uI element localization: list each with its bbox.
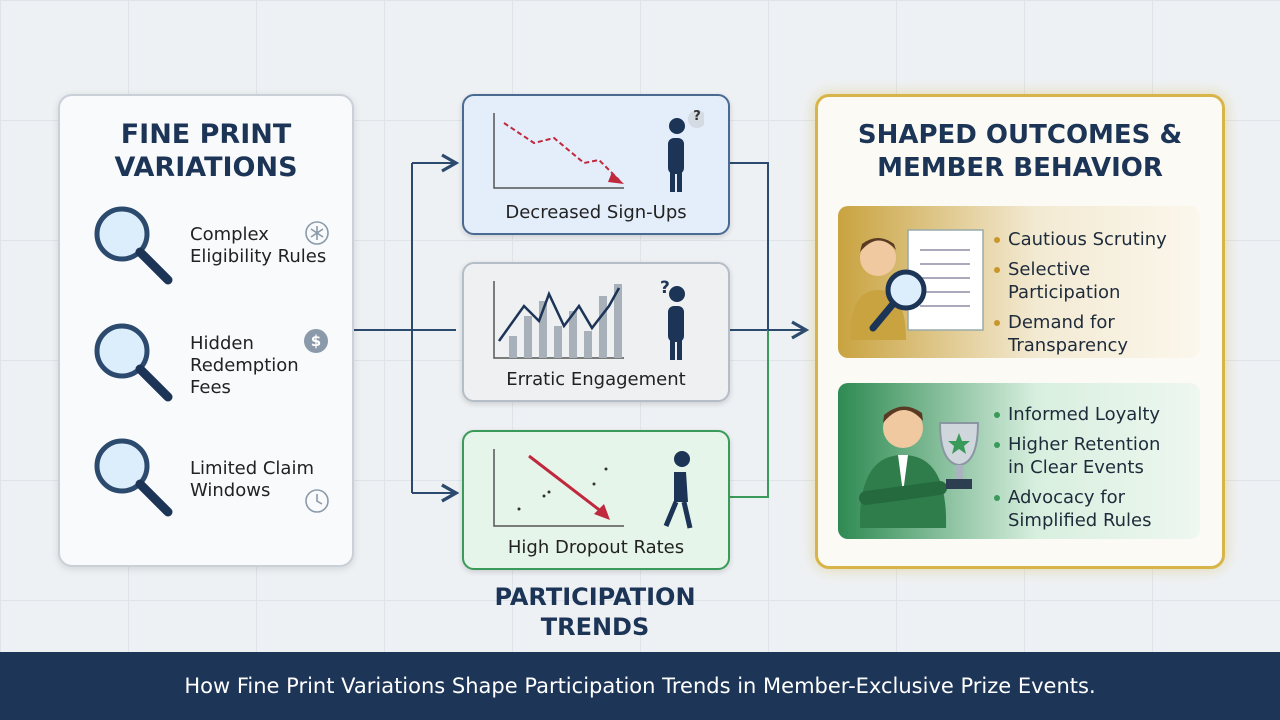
trend-card: ? Decreased Sign-Ups [462, 94, 730, 235]
card-label: Decreased Sign-Ups [505, 202, 687, 223]
clock-icon [305, 489, 329, 513]
item-label: Limited Claim Windows [190, 458, 314, 501]
bullet: Demand for Transparency [994, 311, 1148, 357]
dollar-icon: $ [304, 329, 328, 353]
scrutiny-illustration [850, 229, 984, 340]
outcome-box: Cautious Scrutiny Selective Participatio… [838, 206, 1200, 358]
bullet-list: Informed Loyalty Higher Retention in Cle… [994, 403, 1194, 539]
bullet: Selective Participation [994, 258, 1194, 304]
bullet: Informed Loyalty [994, 403, 1194, 426]
loyalty-illustration [859, 406, 980, 528]
card-illustration [493, 110, 704, 192]
bullet: Advocacy for Simplified Rules [994, 486, 1178, 532]
panel-title: FINE PRINT VARIATIONS [114, 119, 298, 183]
footer: How Fine Print Variations Shape Particip… [0, 652, 1280, 720]
asterisk-icon [305, 221, 329, 245]
card-illustration [493, 281, 685, 360]
badge: ? [660, 278, 670, 298]
connectors [352, 153, 810, 650]
left-panel: FINE PRINT VARIATIONS Complex Eligibilit… [58, 94, 354, 567]
bullet: Higher Retention in Clear Events [994, 433, 1178, 479]
middle-caption: PARTICIPATION TRENDS [494, 583, 696, 641]
card-label: High Dropout Rates [507, 537, 685, 558]
bullet-list: Cautious Scrutiny Selective Participatio… [994, 228, 1194, 364]
right-panel: SHAPED OUTCOMES & MEMBER BEHAVIOR Cautio… [815, 94, 1225, 569]
card-illustration [493, 449, 693, 529]
magnifier-icons [94, 206, 173, 517]
panel-title: SHAPED OUTCOMES & MEMBER BEHAVIOR [857, 120, 1183, 183]
badge: ? [693, 109, 701, 124]
card-label: Erratic Engagement [506, 369, 686, 390]
bullet: Cautious Scrutiny [994, 228, 1194, 251]
item-label: Complex Eligibility Rules [190, 224, 327, 267]
outcome-box: Informed Loyalty Higher Retention in Cle… [838, 383, 1200, 539]
trend-card: ? Erratic Engagement [462, 262, 730, 402]
item-label: Hidden Redemption Fees [190, 333, 299, 398]
trend-card: High Dropout Rates [462, 430, 730, 570]
